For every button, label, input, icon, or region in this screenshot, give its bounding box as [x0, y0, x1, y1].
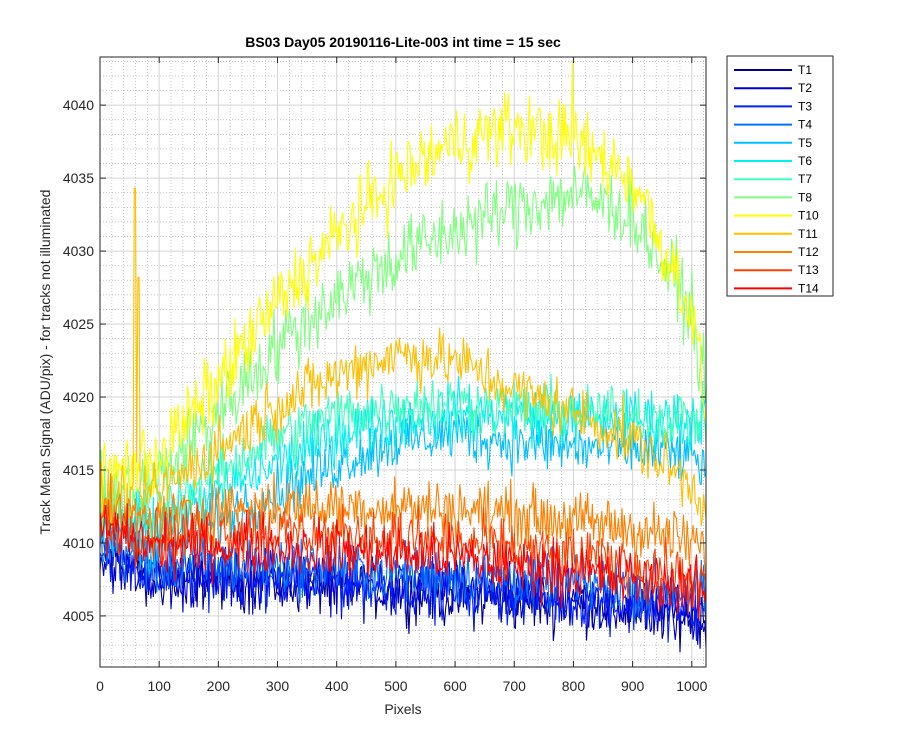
x-tick-label: 400: [325, 678, 349, 694]
series-line-t14: [99, 503, 707, 620]
axes-box: [99, 56, 707, 668]
y-tick-label: 4025: [63, 316, 94, 332]
legend-label-t8: T8: [798, 190, 812, 204]
x-tick-label: 600: [443, 678, 467, 694]
y-tick-label: 4035: [63, 170, 94, 186]
y-tick-label: 4040: [63, 97, 94, 113]
x-axis-label: Pixels: [384, 701, 421, 717]
x-tick-label: 0: [96, 678, 104, 694]
legend-label-t13: T13: [798, 263, 819, 277]
legend-label-t11: T11: [798, 227, 818, 241]
y-tick-label: 4010: [63, 535, 94, 551]
x-tick-label: 200: [207, 678, 231, 694]
series-line-t11: [99, 187, 707, 527]
series-line-t10: [99, 61, 707, 518]
legend-label-t4: T4: [798, 118, 812, 132]
legend-label-t3: T3: [798, 99, 812, 113]
y-axis-label: Track Mean Signal (ADU/pix) - for tracks…: [37, 190, 53, 535]
legend-label-t6: T6: [798, 154, 812, 168]
x-tick-label: 100: [148, 678, 172, 694]
legend-label-t12: T12: [798, 245, 819, 259]
y-tick-label: 4015: [63, 462, 94, 478]
series-line-t3: [99, 532, 707, 643]
legend-box: [726, 55, 834, 297]
x-tick-label: 800: [562, 678, 586, 694]
y-tick-label: 4005: [63, 608, 94, 624]
x-tick-label: 500: [384, 678, 408, 694]
legend-label-t2: T2: [798, 81, 812, 95]
plot-area: [99, 61, 707, 653]
x-tick-label: 300: [266, 678, 290, 694]
x-tick-label: 900: [621, 678, 645, 694]
y-tick-label: 4030: [63, 243, 94, 259]
y-tick-label: 4020: [63, 389, 94, 405]
axis-ticks: 0 100 200 300 400 500 600 700 800 900 1000 4005 4010…: [63, 57, 708, 694]
series-line-t8: [99, 163, 707, 532]
chart-title: BS03 Day05 20190116-Lite-003 int time = …: [245, 34, 561, 50]
legend: T1 T2 T3 T4 T5 T6 T7 T8 T10 T11 T12 T13 T14: [726, 55, 834, 297]
legend-label-t5: T5: [798, 136, 812, 150]
series-line-t7: [99, 373, 707, 539]
x-tick-label: 700: [503, 678, 527, 694]
legend-label-t1: T1: [798, 63, 812, 77]
series-line-t13: [99, 499, 707, 615]
legend-label-t7: T7: [798, 172, 812, 186]
legend-label-t10: T10: [798, 209, 819, 223]
x-tick-label: 1000: [676, 678, 707, 694]
legend-label-t14: T14: [798, 281, 819, 295]
series-line-t4: [99, 518, 707, 621]
